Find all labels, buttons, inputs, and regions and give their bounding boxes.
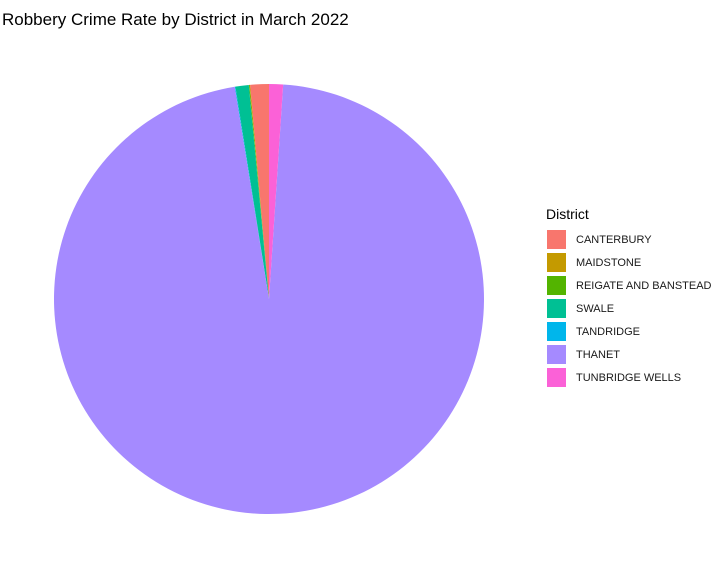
pie-slices: [54, 84, 485, 514]
legend-label: TUNBRIDGE WELLS: [576, 371, 682, 384]
legend-item: TANDRIDGE: [546, 320, 712, 343]
legend-item: THANET: [546, 343, 712, 366]
legend: District CANTERBURY MAIDSTONE REIGATE AND …: [546, 206, 712, 389]
legend-label: MAIDSTONE: [576, 256, 642, 269]
legend-label: SWALE: [576, 302, 615, 315]
legend-key: [546, 275, 567, 296]
pie-slice-tandridge: [234, 86, 269, 299]
pie-slice-thanet: [54, 84, 485, 514]
legend-key: [546, 321, 567, 342]
pie-slice-tunbridge-wells: [269, 84, 284, 299]
legend-key: [546, 252, 567, 273]
legend-label: TANDRIDGE: [576, 325, 640, 338]
legend-key: [546, 298, 567, 319]
pie-slice-canterbury: [250, 84, 269, 299]
legend-item: TUNBRIDGE WELLS: [546, 366, 712, 389]
legend-item: REIGATE AND BANSTEAD: [546, 274, 712, 297]
legend-label: CANTERBURY: [576, 233, 652, 246]
legend-items: CANTERBURY MAIDSTONE REIGATE AND BANSTEAD S…: [546, 228, 712, 389]
pie-slice-reigate-and-banstead: [248, 84, 269, 300]
legend-item: SWALE: [546, 297, 712, 320]
legend-key: [546, 229, 567, 250]
legend-key: [546, 344, 567, 365]
chart-title: Robbery Crime Rate by District in March …: [2, 10, 349, 29]
pie-slice-maidstone: [249, 84, 269, 300]
pie-slice-swale: [235, 84, 269, 299]
legend-item: CANTERBURY: [546, 228, 712, 251]
legend-label: THANET: [576, 348, 620, 361]
legend-label: REIGATE AND BANSTEAD: [576, 279, 712, 292]
legend-item: MAIDSTONE: [546, 251, 712, 274]
legend-title: District: [546, 206, 589, 222]
legend-key: [546, 367, 567, 388]
